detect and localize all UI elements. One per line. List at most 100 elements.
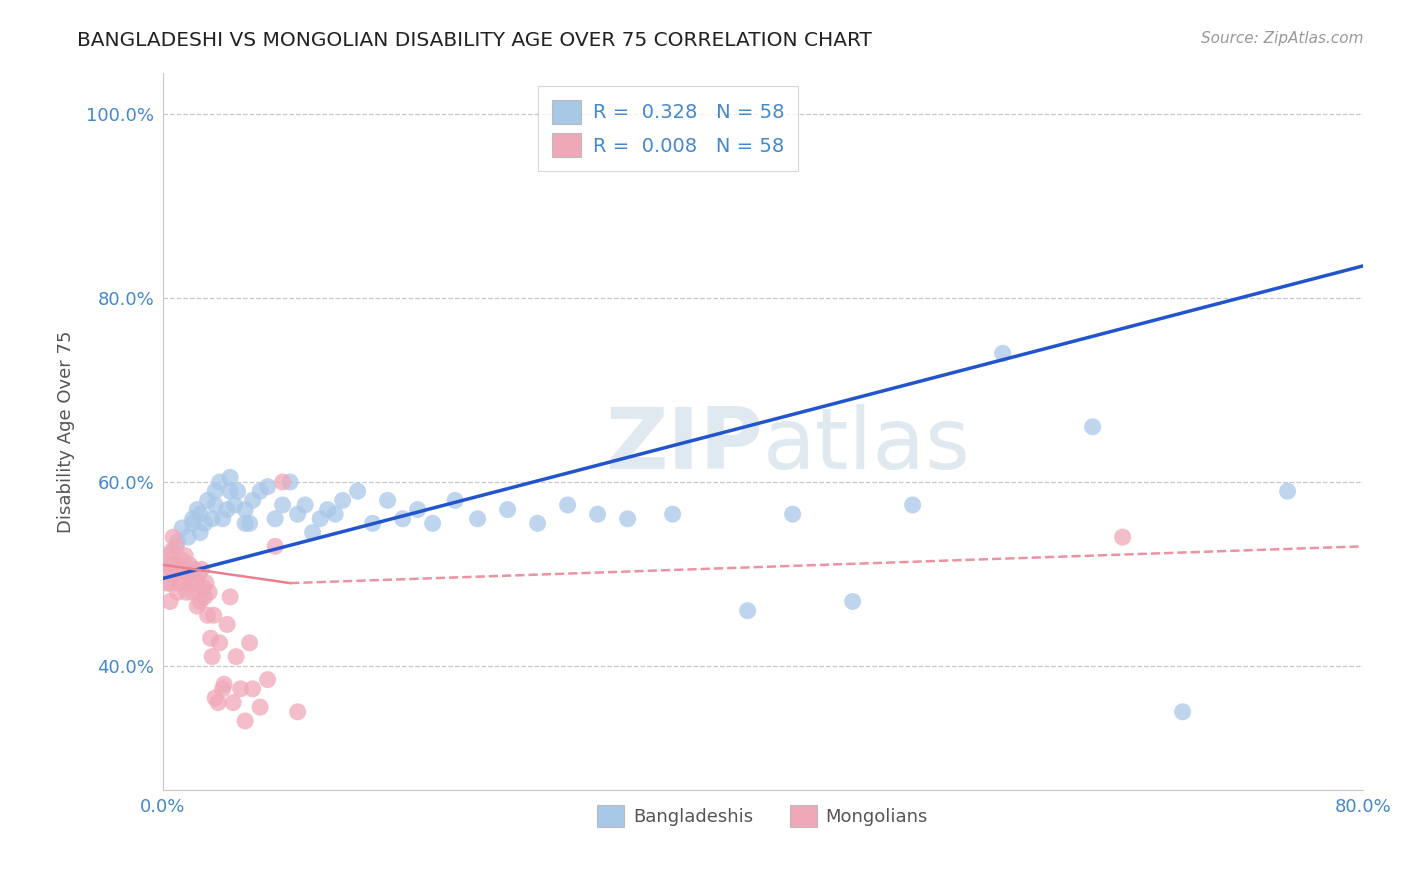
Point <box>187 566 209 581</box>
Point <box>163 566 186 581</box>
Point <box>422 516 444 531</box>
Point <box>166 558 188 572</box>
Point <box>159 594 181 608</box>
Point <box>1277 484 1299 499</box>
Point <box>188 525 211 540</box>
Point <box>188 507 211 521</box>
Point <box>229 681 252 696</box>
Point <box>222 696 245 710</box>
Point <box>332 493 354 508</box>
Point <box>177 576 200 591</box>
Point <box>287 507 309 521</box>
Point <box>174 549 197 563</box>
Point <box>901 498 924 512</box>
Point <box>661 507 683 521</box>
Y-axis label: Disability Age Over 75: Disability Age Over 75 <box>58 330 75 533</box>
Point <box>180 566 202 581</box>
Point <box>616 512 638 526</box>
Point <box>157 549 180 563</box>
Point <box>242 681 264 696</box>
Point <box>156 558 179 572</box>
Point <box>186 599 208 613</box>
Point <box>309 512 332 526</box>
Point <box>162 558 184 572</box>
Point <box>181 512 204 526</box>
Point <box>841 594 863 608</box>
Point <box>186 502 208 516</box>
Point <box>271 498 294 512</box>
Point <box>194 590 217 604</box>
Point <box>197 493 219 508</box>
Point <box>204 691 226 706</box>
Point <box>526 516 548 531</box>
Point <box>159 576 181 591</box>
Point <box>224 498 246 512</box>
Point <box>165 539 187 553</box>
Point <box>202 608 225 623</box>
Point <box>225 649 247 664</box>
Point <box>242 493 264 508</box>
Point <box>256 673 278 687</box>
Point <box>176 562 198 576</box>
Point <box>200 632 222 646</box>
Point <box>226 484 249 499</box>
Point <box>167 576 190 591</box>
Point <box>406 502 429 516</box>
Point <box>239 636 262 650</box>
Point <box>219 484 242 499</box>
Point <box>184 576 207 591</box>
Point <box>172 521 194 535</box>
Point <box>467 512 489 526</box>
Point <box>208 636 231 650</box>
Point <box>239 516 262 531</box>
Point <box>169 562 191 576</box>
Point <box>991 346 1014 360</box>
Text: BANGLADESHI VS MONGOLIAN DISABILITY AGE OVER 75 CORRELATION CHART: BANGLADESHI VS MONGOLIAN DISABILITY AGE … <box>77 31 872 50</box>
Point <box>212 677 235 691</box>
Point <box>190 562 212 576</box>
Point <box>177 530 200 544</box>
Point <box>391 512 413 526</box>
Point <box>1111 530 1133 544</box>
Point <box>361 516 384 531</box>
Point <box>316 502 339 516</box>
Point <box>156 576 179 591</box>
Point <box>211 512 233 526</box>
Point <box>157 566 180 581</box>
Point <box>211 681 233 696</box>
Point <box>183 562 205 576</box>
Text: atlas: atlas <box>762 404 970 487</box>
Point <box>294 498 316 512</box>
Point <box>208 475 231 489</box>
Point <box>496 502 519 516</box>
Point <box>195 576 218 591</box>
Point <box>271 475 294 489</box>
Point <box>586 507 609 521</box>
Point <box>181 585 204 599</box>
Point <box>233 516 256 531</box>
Point <box>377 493 399 508</box>
Point <box>219 470 242 484</box>
Point <box>166 534 188 549</box>
Point <box>160 562 183 576</box>
Legend: Bangladeshis, Mongolians: Bangladeshis, Mongolians <box>591 798 935 835</box>
Point <box>256 480 278 494</box>
Point <box>173 572 195 586</box>
Point <box>204 484 226 499</box>
Point <box>737 604 759 618</box>
Point <box>217 617 239 632</box>
Point <box>201 512 224 526</box>
Point <box>249 700 271 714</box>
Point <box>160 544 183 558</box>
Point <box>444 493 467 508</box>
Point <box>323 507 346 521</box>
Point <box>162 530 184 544</box>
Point <box>172 553 194 567</box>
Point <box>557 498 579 512</box>
Point <box>782 507 804 521</box>
Point <box>194 516 217 531</box>
Text: Source: ZipAtlas.com: Source: ZipAtlas.com <box>1201 31 1364 46</box>
Point <box>191 581 214 595</box>
Point <box>179 558 201 572</box>
Point <box>264 539 287 553</box>
